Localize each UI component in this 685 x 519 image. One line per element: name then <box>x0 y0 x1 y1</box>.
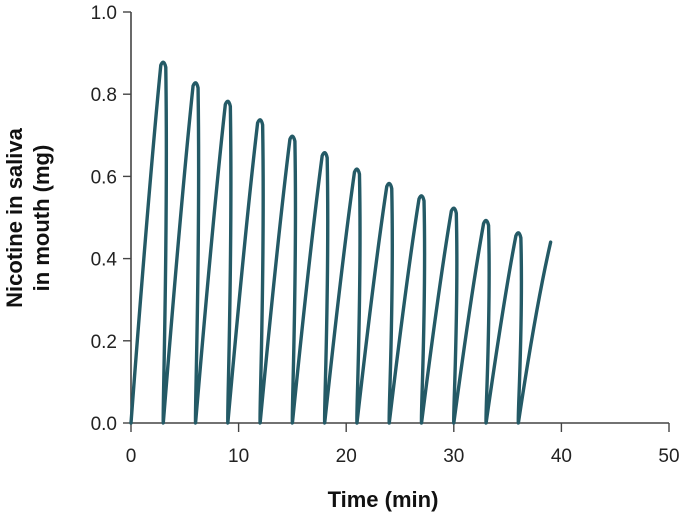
x-tick-label: 30 <box>443 446 464 467</box>
y-axis-title-line-2: in mouth (mg) <box>29 145 54 292</box>
y-tick-label: 0.0 <box>91 414 117 435</box>
y-axis: 0.0 0.2 0.4 0.6 0.8 1.0 <box>91 3 132 435</box>
y-axis-title-line-1: Nicotine in saliva <box>2 127 27 307</box>
y-tick-label: 0.2 <box>91 332 117 353</box>
series-layer <box>129 60 553 425</box>
x-axis: 0 10 20 30 40 50 <box>126 422 680 467</box>
y-tick-label: 0.8 <box>91 85 117 106</box>
y-tick-label: 0.6 <box>91 167 117 188</box>
y-tick-label: 0.4 <box>91 250 118 271</box>
series-line <box>129 60 553 425</box>
y-axis-title: Nicotine in saliva in mouth (mg) <box>2 127 54 307</box>
x-axis-title: Time (min) <box>328 487 439 512</box>
x-tick-label: 10 <box>228 446 249 467</box>
x-tick-label: 40 <box>551 446 572 467</box>
x-tick-label: 20 <box>336 446 357 467</box>
x-tick-label: 0 <box>126 446 137 467</box>
y-tick-label: 1.0 <box>91 3 117 24</box>
x-tick-label: 50 <box>658 446 679 467</box>
